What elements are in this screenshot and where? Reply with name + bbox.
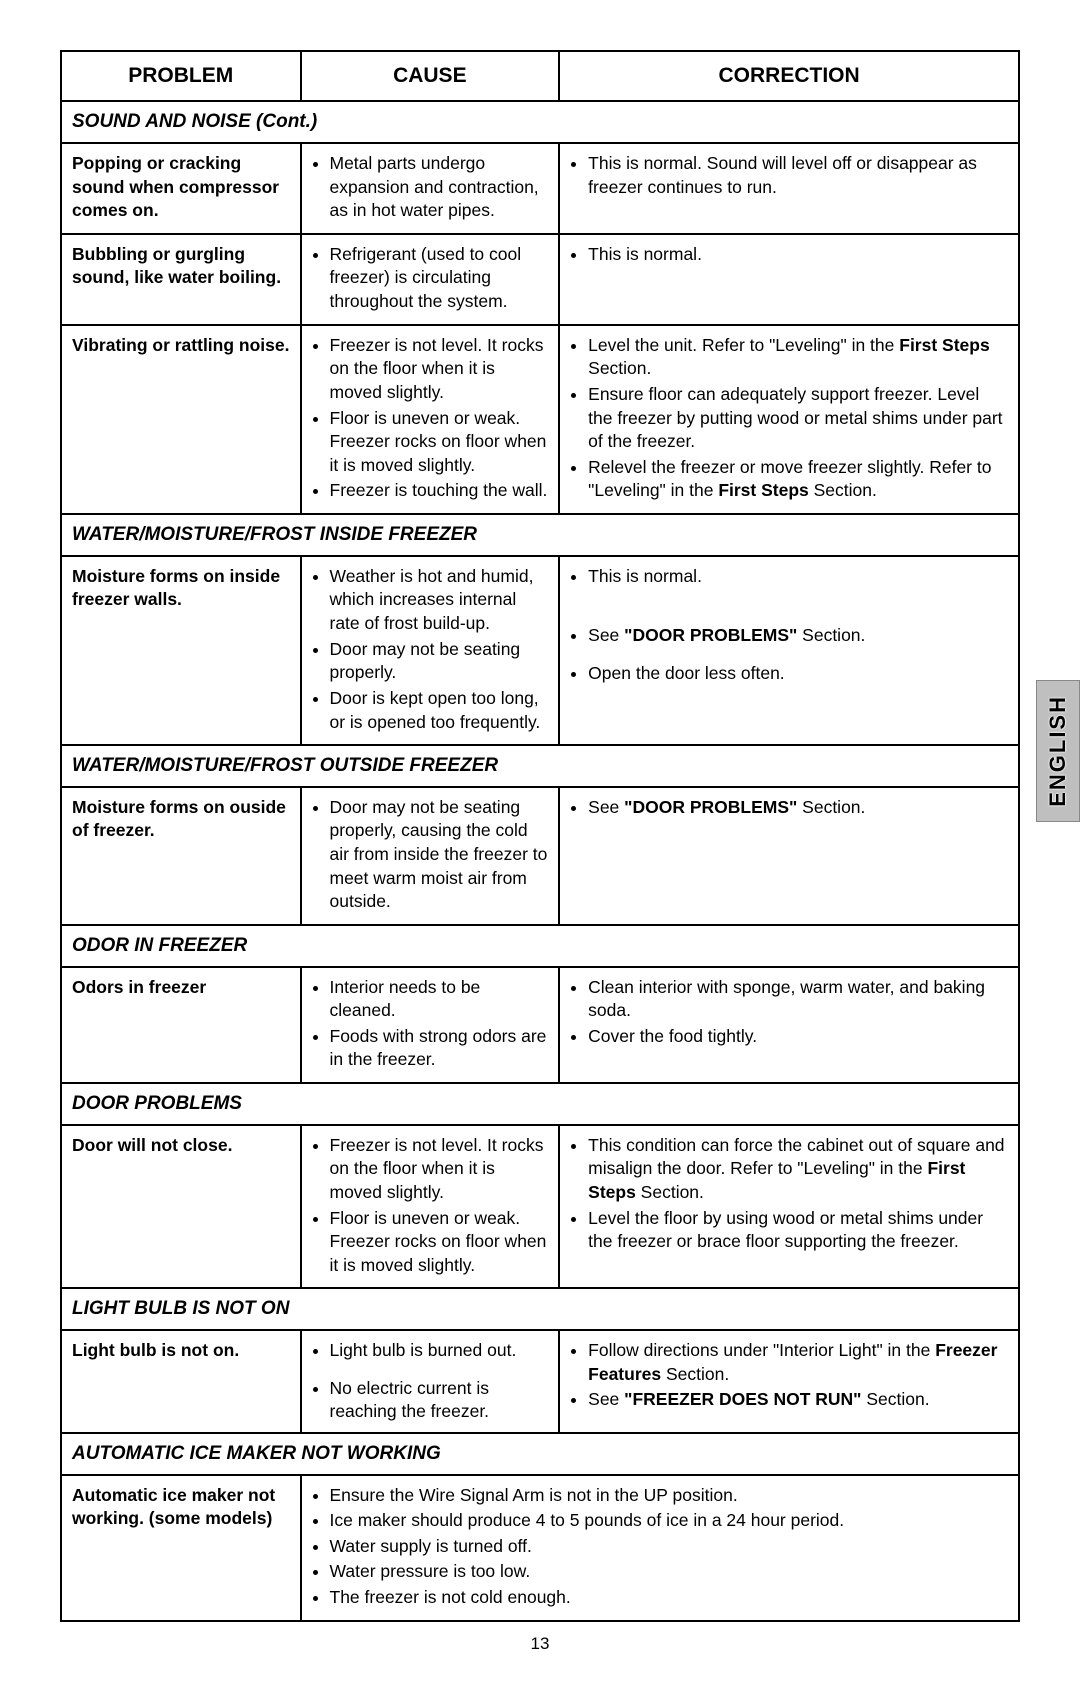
correction-item: Open the door less often. — [588, 662, 1008, 686]
section-title: ODOR IN FREEZER — [61, 925, 1019, 967]
cause-cell: Freezer is not level. It rocks on the fl… — [301, 325, 560, 514]
section-water-inside: WATER/MOISTURE/FROST INSIDE FREEZER — [61, 514, 1019, 556]
cause-item: Weather is hot and humid, which increase… — [330, 565, 549, 636]
cause-item: Floor is uneven or weak. Freezer rocks o… — [330, 1207, 549, 1278]
section-odor: ODOR IN FREEZER — [61, 925, 1019, 967]
row-popping: Popping or cracking sound when compresso… — [61, 143, 1019, 234]
correction-item: See "DOOR PROBLEMS" Section. — [588, 624, 1008, 648]
correction-cell: This condition can force the cabinet out… — [559, 1125, 1019, 1289]
correction-item: This is normal. — [588, 243, 1008, 267]
cause-item: Door may not be seating properly, causin… — [330, 796, 549, 914]
note-item: Water pressure is too low. — [330, 1560, 1009, 1584]
cause-item: Light bulb is burned out. — [330, 1339, 549, 1363]
cause-item: Foods with strong odors are in the freez… — [330, 1025, 549, 1072]
cause-cell: Refrigerant (used to cool freezer) is ci… — [301, 234, 560, 325]
cause-item: Door may not be seating properly. — [330, 638, 549, 685]
correction-item: Cover the food tightly. — [588, 1025, 1008, 1049]
header-problem: PROBLEM — [61, 51, 301, 101]
correction-item: Follow directions under "Interior Light"… — [588, 1339, 1008, 1386]
correction-cell: Level the unit. Refer to "Leveling" in t… — [559, 325, 1019, 514]
row-bubbling: Bubbling or gurgling sound, like water b… — [61, 234, 1019, 325]
cause-cell: Interior needs to be cleaned. Foods with… — [301, 967, 560, 1084]
header-cause: CAUSE — [301, 51, 560, 101]
header-correction: CORRECTION — [559, 51, 1019, 101]
cause-cell: Weather is hot and humid, which increase… — [301, 556, 560, 745]
section-title: WATER/MOISTURE/FROST OUTSIDE FREEZER — [61, 745, 1019, 787]
row-vibrating: Vibrating or rattling noise. Freezer is … — [61, 325, 1019, 514]
problem-text: Bubbling or gurgling sound, like water b… — [61, 234, 301, 325]
correction-cell: Clean interior with sponge, warm water, … — [559, 967, 1019, 1084]
correction-item: Level the unit. Refer to "Leveling" in t… — [588, 334, 1008, 381]
cause-cell: Metal parts undergo expansion and contra… — [301, 143, 560, 234]
section-door: DOOR PROBLEMS — [61, 1083, 1019, 1125]
correction-item: See "FREEZER DOES NOT RUN" Section. — [588, 1388, 1008, 1412]
correction-cell: This is normal. See "DOOR PROBLEMS" Sect… — [559, 556, 1019, 745]
page-number: 13 — [60, 1634, 1020, 1654]
problem-text: Popping or cracking sound when compresso… — [61, 143, 301, 234]
section-sound: SOUND AND NOISE (Cont.) — [61, 101, 1019, 143]
row-light-bulb: Light bulb is not on. Light bulb is burn… — [61, 1330, 1019, 1433]
section-ice: AUTOMATIC ICE MAKER NOT WORKING — [61, 1433, 1019, 1475]
note-item: Water supply is turned off. — [330, 1535, 1009, 1559]
merged-notes-cell: Ensure the Wire Signal Arm is not in the… — [301, 1475, 1020, 1621]
section-title: SOUND AND NOISE (Cont.) — [61, 101, 1019, 143]
correction-cell: This is normal. — [559, 234, 1019, 325]
row-door-close: Door will not close. Freezer is not leve… — [61, 1125, 1019, 1289]
cause-item: Freezer is not level. It rocks on the fl… — [330, 334, 549, 405]
problem-text: Door will not close. — [61, 1125, 301, 1289]
problem-text: Moisture forms on ouside of freezer. — [61, 787, 301, 925]
row-moisture-inside: Moisture forms on inside freezer walls. … — [61, 556, 1019, 745]
cause-cell: Freezer is not level. It rocks on the fl… — [301, 1125, 560, 1289]
section-title: LIGHT BULB IS NOT ON — [61, 1288, 1019, 1330]
cause-item: No electric current is reaching the free… — [330, 1377, 549, 1424]
cause-item: Refrigerant (used to cool freezer) is ci… — [330, 243, 549, 314]
correction-item: This is normal. Sound will level off or … — [588, 152, 1008, 199]
correction-item: This condition can force the cabinet out… — [588, 1134, 1008, 1205]
page-container: PROBLEM CAUSE CORRECTION SOUND AND NOISE… — [0, 0, 1080, 1684]
row-odors: Odors in freezer Interior needs to be cl… — [61, 967, 1019, 1084]
cause-item: Metal parts undergo expansion and contra… — [330, 152, 549, 223]
cause-cell: Light bulb is burned out. No electric cu… — [301, 1330, 560, 1433]
cause-item: Freezer is touching the wall. — [330, 479, 549, 503]
problem-text: Vibrating or rattling noise. — [61, 325, 301, 514]
correction-cell: This is normal. Sound will level off or … — [559, 143, 1019, 234]
correction-item: This is normal. — [588, 565, 1008, 589]
problem-text: Odors in freezer — [61, 967, 301, 1084]
correction-item: Relevel the freezer or move freezer slig… — [588, 456, 1008, 503]
section-light: LIGHT BULB IS NOT ON — [61, 1288, 1019, 1330]
correction-item: Ensure floor can adequately support free… — [588, 383, 1008, 454]
section-title: DOOR PROBLEMS — [61, 1083, 1019, 1125]
problem-text: Automatic ice maker not working. (some m… — [61, 1475, 301, 1621]
note-item: The freezer is not cold enough. — [330, 1586, 1009, 1610]
troubleshooting-table: PROBLEM CAUSE CORRECTION SOUND AND NOISE… — [60, 50, 1020, 1622]
correction-cell: Follow directions under "Interior Light"… — [559, 1330, 1019, 1433]
problem-text: Moisture forms on inside freezer walls. — [61, 556, 301, 745]
row-moisture-outside: Moisture forms on ouside of freezer. Doo… — [61, 787, 1019, 925]
note-item: Ensure the Wire Signal Arm is not in the… — [330, 1484, 1009, 1508]
section-title: AUTOMATIC ICE MAKER NOT WORKING — [61, 1433, 1019, 1475]
language-tab: ENGLISH — [1036, 680, 1080, 822]
correction-item: Level the floor by using wood or metal s… — [588, 1207, 1008, 1254]
correction-item: Clean interior with sponge, warm water, … — [588, 976, 1008, 1023]
correction-item: See "DOOR PROBLEMS" Section. — [588, 796, 1008, 820]
row-ice-maker: Automatic ice maker not working. (some m… — [61, 1475, 1019, 1621]
cause-cell: Door may not be seating properly, causin… — [301, 787, 560, 925]
section-water-outside: WATER/MOISTURE/FROST OUTSIDE FREEZER — [61, 745, 1019, 787]
note-item: Ice maker should produce 4 to 5 pounds o… — [330, 1509, 1009, 1533]
table-header-row: PROBLEM CAUSE CORRECTION — [61, 51, 1019, 101]
cause-item: Interior needs to be cleaned. — [330, 976, 549, 1023]
language-tab-label: ENGLISH — [1045, 695, 1071, 807]
cause-item: Freezer is not level. It rocks on the fl… — [330, 1134, 549, 1205]
correction-cell: See "DOOR PROBLEMS" Section. — [559, 787, 1019, 925]
cause-item: Floor is uneven or weak. Freezer rocks o… — [330, 407, 549, 478]
section-title: WATER/MOISTURE/FROST INSIDE FREEZER — [61, 514, 1019, 556]
problem-text: Light bulb is not on. — [61, 1330, 301, 1433]
cause-item: Door is kept open too long, or is opened… — [330, 687, 549, 734]
